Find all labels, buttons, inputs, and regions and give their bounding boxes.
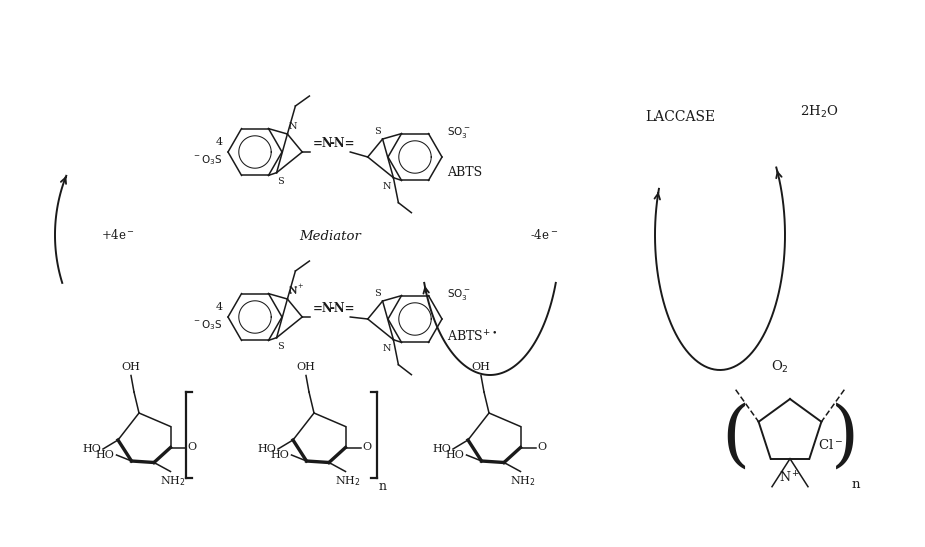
- Text: OH: OH: [472, 363, 490, 373]
- Text: -4e$^-$: -4e$^-$: [530, 228, 558, 242]
- Text: -N=: -N=: [329, 137, 355, 150]
- Text: N$^+$: N$^+$: [780, 471, 800, 486]
- Text: N$^+$: N$^+$: [289, 283, 305, 296]
- Text: O: O: [537, 443, 547, 452]
- Text: -N=: -N=: [329, 302, 355, 315]
- Text: +4e$^-$: +4e$^-$: [101, 228, 135, 242]
- Text: S: S: [374, 127, 380, 136]
- Text: 4: 4: [216, 302, 223, 312]
- Text: $^-$O$_3$S: $^-$O$_3$S: [192, 318, 223, 332]
- Text: O: O: [363, 443, 372, 452]
- Text: S: S: [278, 177, 284, 185]
- Text: HO: HO: [271, 450, 290, 460]
- Text: n: n: [852, 479, 860, 492]
- Text: ): ): [831, 401, 859, 472]
- Text: N: N: [289, 287, 297, 296]
- Text: Mediator: Mediator: [299, 230, 361, 243]
- Text: S: S: [278, 342, 284, 351]
- Text: =N: =N: [313, 302, 333, 315]
- Text: Cl$^-$: Cl$^-$: [818, 438, 843, 452]
- Text: NH$_2$: NH$_2$: [335, 474, 361, 488]
- Text: SO$_3^-$: SO$_3^-$: [447, 125, 471, 139]
- Text: HO: HO: [95, 450, 115, 460]
- Text: =N: =N: [313, 137, 333, 150]
- Text: NH$_2$: NH$_2$: [510, 474, 536, 488]
- Text: O: O: [188, 443, 197, 452]
- Text: O$_2$: O$_2$: [771, 359, 789, 375]
- Text: HO: HO: [446, 450, 464, 460]
- Text: LACCASE: LACCASE: [645, 110, 715, 124]
- Text: $^-$O$_3$S: $^-$O$_3$S: [192, 153, 223, 167]
- Text: N: N: [289, 122, 297, 131]
- Text: ABTS$^{+\bullet}$: ABTS$^{+\bullet}$: [447, 329, 498, 345]
- Text: N: N: [383, 182, 391, 191]
- Text: HO: HO: [257, 444, 276, 454]
- Text: HO: HO: [432, 444, 451, 454]
- Text: OH: OH: [121, 363, 141, 373]
- Text: n: n: [378, 480, 387, 492]
- Text: HO: HO: [82, 444, 101, 454]
- Text: ABTS: ABTS: [447, 166, 482, 178]
- Text: OH: OH: [297, 363, 315, 373]
- Text: 2H$_2$O: 2H$_2$O: [800, 104, 838, 120]
- Text: SO$_3^-$: SO$_3^-$: [447, 287, 471, 301]
- Text: NH$_2$: NH$_2$: [160, 474, 185, 488]
- Text: (: (: [721, 401, 749, 472]
- Text: 4: 4: [216, 137, 223, 147]
- Text: N: N: [383, 344, 391, 353]
- Text: S: S: [374, 289, 380, 298]
